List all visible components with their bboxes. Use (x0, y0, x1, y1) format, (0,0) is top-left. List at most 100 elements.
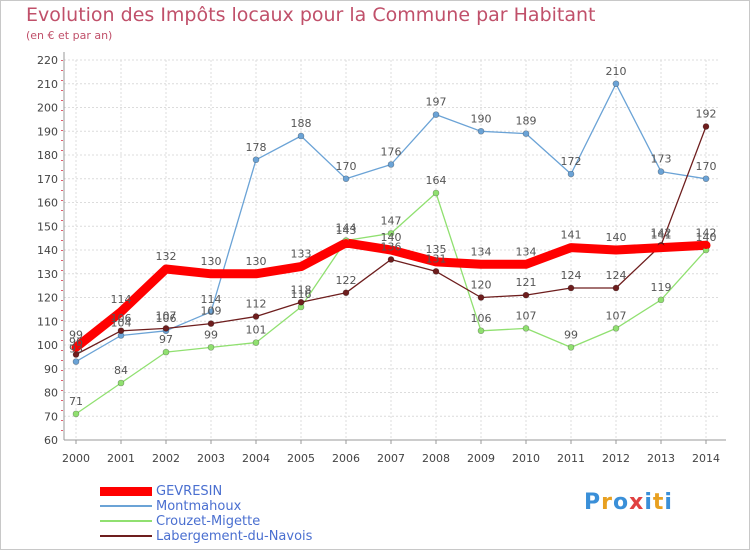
x-tick-label: 2010 (512, 452, 540, 465)
data-label: 99 (69, 328, 83, 341)
data-point (522, 325, 530, 332)
data-label: 124 (606, 269, 627, 282)
y-tick-label: 130 (37, 268, 58, 281)
x-tick-label: 2004 (242, 452, 270, 465)
chart-subtitle: (en € et par an) (26, 29, 113, 42)
x-tick-label: 2005 (287, 452, 315, 465)
chart-title: Evolution des Impôts locaux pour la Comm… (26, 4, 596, 26)
data-point (567, 284, 575, 292)
proxiti-logo: Proxiti (584, 490, 673, 515)
legend-swatch (100, 520, 152, 522)
data-label: 134 (516, 245, 537, 258)
data-point (252, 339, 260, 346)
data-label: 97 (159, 333, 173, 346)
logo-letter: i (664, 490, 673, 515)
logo-letter: r (601, 490, 613, 515)
y-tick-label: 70 (44, 410, 58, 423)
data-point (657, 243, 665, 252)
y-tick-label: 170 (37, 173, 58, 186)
y-tick-label: 220 (37, 54, 58, 67)
y-tick-label: 210 (37, 78, 58, 91)
data-point (117, 379, 125, 387)
data-point (387, 256, 395, 263)
data-label: 140 (696, 231, 717, 244)
data-point (657, 168, 665, 175)
data-label: 141 (561, 229, 582, 242)
data-point (72, 343, 80, 352)
data-label: 140 (381, 231, 402, 244)
data-point (567, 170, 575, 178)
data-point (612, 80, 620, 88)
x-tick-label: 2007 (377, 452, 405, 465)
data-point (72, 358, 80, 365)
data-point (297, 298, 305, 306)
data-label: 176 (381, 146, 402, 159)
data-point (432, 189, 440, 197)
data-label: 210 (606, 65, 627, 78)
data-label: 147 (381, 214, 402, 227)
data-point (252, 269, 260, 278)
data-point (477, 127, 485, 135)
legend-label: Labergement-du-Navois (156, 529, 313, 544)
data-point (612, 246, 620, 254)
data-label: 84 (114, 364, 128, 377)
data-point (657, 296, 665, 304)
legend-label: Crouzet-Migette (156, 514, 261, 529)
data-label: 131 (426, 252, 447, 265)
data-label: 188 (291, 117, 312, 130)
data-point (432, 268, 440, 275)
data-label: 172 (561, 155, 582, 168)
data-label: 132 (156, 250, 177, 263)
x-tick-label: 2008 (422, 452, 450, 465)
x-tick-label: 2002 (152, 452, 180, 465)
data-label: 99 (204, 328, 218, 341)
data-point (702, 241, 710, 250)
data-point (72, 410, 80, 418)
logo-letter: P (584, 490, 602, 515)
data-label: 112 (246, 298, 267, 311)
legend-swatch (100, 505, 152, 507)
data-point (477, 260, 485, 269)
x-tick-label: 2003 (197, 452, 225, 465)
data-point (477, 294, 485, 301)
data-label: 109 (201, 305, 222, 318)
data-label: 144 (336, 222, 357, 235)
data-point (162, 348, 170, 356)
y-tick-label: 80 (44, 387, 58, 400)
data-label: 93 (69, 343, 83, 356)
data-label: 189 (516, 115, 537, 128)
data-point (342, 289, 350, 297)
data-point (162, 325, 170, 332)
data-label: 134 (471, 245, 492, 258)
data-point (117, 307, 125, 316)
data-label: 173 (651, 153, 672, 166)
data-point (72, 351, 80, 358)
y-tick-label: 150 (37, 220, 58, 233)
data-point (297, 262, 305, 271)
data-label: 136 (381, 241, 402, 254)
data-point (612, 325, 620, 332)
logo-letter: x (629, 490, 645, 515)
logo-letter: t (652, 490, 665, 515)
data-label: 116 (291, 288, 312, 301)
data-label: 178 (246, 141, 267, 154)
y-tick-label: 60 (44, 434, 58, 447)
data-point (387, 246, 395, 254)
data-point (207, 308, 215, 316)
x-tick-label: 2006 (332, 452, 360, 465)
y-tick-label: 180 (37, 149, 58, 162)
x-tick-label: 2011 (557, 452, 585, 465)
data-label: 106 (156, 312, 177, 325)
data-label: 142 (651, 226, 672, 239)
data-point (207, 320, 215, 327)
data-point (342, 175, 350, 183)
data-label: 170 (696, 160, 717, 173)
data-label: 130 (246, 255, 267, 268)
data-label: 107 (516, 309, 537, 322)
legend-swatch (100, 486, 152, 496)
data-label: 120 (471, 279, 492, 292)
data-point (567, 344, 575, 351)
data-point (207, 269, 215, 278)
